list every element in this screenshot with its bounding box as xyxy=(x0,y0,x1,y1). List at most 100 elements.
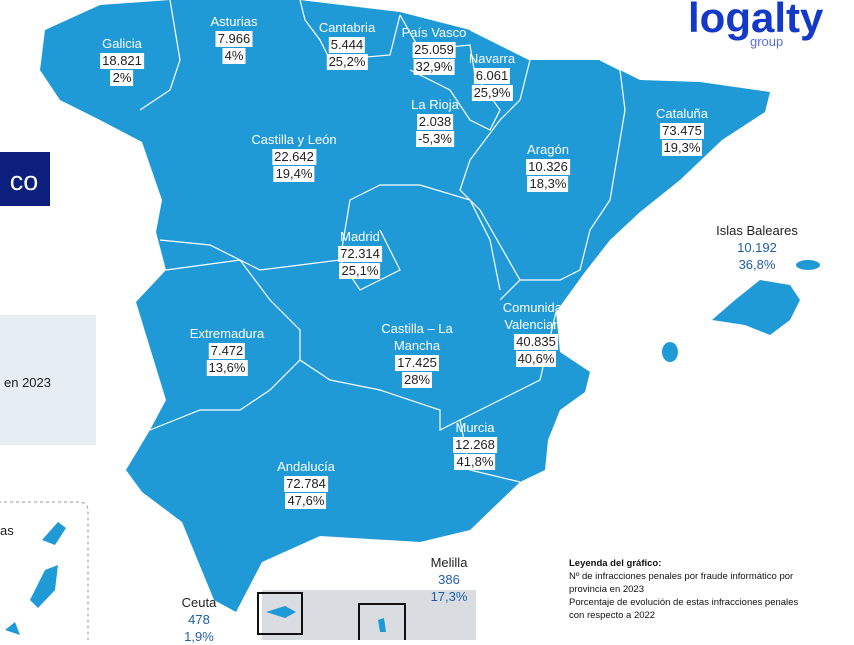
region-borders xyxy=(139,0,626,483)
region-label: Comunidad Valenciana 40.835 40,6% xyxy=(496,299,576,367)
region-label: Cantabria 5.444 25,2% xyxy=(319,19,375,70)
region-name: Comunidad Valenciana xyxy=(502,300,570,332)
region-name: Islas Baleares xyxy=(716,223,798,238)
region-name: País Vasco xyxy=(401,25,467,40)
legend-line: con respecto a 2022 xyxy=(569,610,656,621)
region-change: -5,3% xyxy=(416,131,454,147)
region-row: 10.192 xyxy=(716,239,798,256)
melilla-shape xyxy=(378,618,386,632)
region-infractions: 72.784 xyxy=(284,476,328,492)
region-change: 19,4% xyxy=(273,166,315,182)
region-label: País Vasco 25.059 32,9% xyxy=(401,24,467,75)
region-name: Murcia xyxy=(455,420,495,435)
region-label: La Rioja 2.038 -5,3% xyxy=(411,96,459,147)
ceuta-inset xyxy=(257,592,303,635)
canarias-inset xyxy=(0,501,89,640)
region-row: 25,2% xyxy=(319,53,375,70)
region-label: Islas Baleares 10.192 36,8% xyxy=(716,222,798,273)
region-row: 6.061 xyxy=(469,67,515,84)
title-fragment: co xyxy=(10,166,39,196)
side-panel xyxy=(0,315,96,445)
region-infractions: 17.425 xyxy=(395,355,439,371)
region-change: 40,6% xyxy=(515,351,557,367)
region-change: 17,3% xyxy=(430,589,468,604)
region-infractions: 22.642 xyxy=(272,149,316,165)
region-row: 1,9% xyxy=(182,628,217,645)
region-infractions: 7.966 xyxy=(215,31,253,47)
region-row: 7.472 xyxy=(190,342,264,359)
region-row: 19,3% xyxy=(656,139,708,156)
region-infractions: 10.326 xyxy=(526,159,570,175)
region-infractions: 25.059 xyxy=(412,42,456,58)
region-name: Castilla y León xyxy=(251,132,337,147)
region-row: 73.475 xyxy=(656,122,708,139)
region-row: 10.326 xyxy=(526,158,570,175)
region-row: 2% xyxy=(100,69,144,86)
region-row: 12.268 xyxy=(453,436,497,453)
region-row: 478 xyxy=(182,611,217,628)
region-infractions: 2.038 xyxy=(416,114,454,130)
region-change: 25,2% xyxy=(326,54,368,70)
region-change: 28% xyxy=(401,372,433,388)
region-row: 40,6% xyxy=(496,350,576,367)
region-name: Aragón xyxy=(527,142,569,157)
region-name: Cataluña xyxy=(655,106,709,121)
region-row: 25.059 xyxy=(402,41,467,58)
region-change: 18,3% xyxy=(527,176,569,192)
region-row: 2.038 xyxy=(411,113,459,130)
region-label: Melilla 386 17,3% xyxy=(431,554,468,605)
region-row: 13,6% xyxy=(190,359,264,376)
region-name: Madrid xyxy=(340,229,380,244)
region-row: 25,1% xyxy=(338,262,382,279)
region-change: 13,6% xyxy=(206,360,248,376)
melilla-inset xyxy=(358,603,406,640)
region-infractions: 386 xyxy=(438,572,460,587)
region-change: 19,3% xyxy=(661,140,703,156)
region-infractions: 5.444 xyxy=(328,37,366,53)
legend-line: Nº de infracciones penales por fraude in… xyxy=(569,571,794,582)
canary-island xyxy=(5,522,66,635)
region-label: Cataluña 73.475 19,3% xyxy=(656,105,708,156)
legend: Leyenda del gráfico: Nº de infracciones … xyxy=(569,557,798,622)
region-infractions: 7.472 xyxy=(208,343,246,359)
region-row: 72.784 xyxy=(277,475,335,492)
logo: logalty xyxy=(688,0,824,41)
region-change: 4% xyxy=(222,48,246,64)
legend-title: Leyenda del gráfico: xyxy=(569,558,662,569)
region-infractions: 40.835 xyxy=(514,334,558,350)
region-name: Galicia xyxy=(102,36,142,51)
region-row: 41,8% xyxy=(453,453,497,470)
region-change: 25,9% xyxy=(471,85,513,101)
region-change: 36,8% xyxy=(738,257,776,272)
region-label: Asturias 7.966 4% xyxy=(210,13,258,64)
legend-line: provincia en 2023 xyxy=(569,584,644,595)
region-row: 386 xyxy=(431,571,468,588)
region-change: 1,9% xyxy=(184,629,214,644)
region-row: 5.444 xyxy=(319,36,375,53)
region-name: Andalucía xyxy=(277,459,335,474)
logo-tagline: group xyxy=(750,34,783,49)
region-name: Ceuta xyxy=(181,595,217,610)
region-change: 25,1% xyxy=(339,263,381,279)
region-label: Castilla – La Mancha 17.425 28% xyxy=(377,320,457,388)
region-label: Galicia 18.821 2% xyxy=(100,35,144,86)
panel-text: en 2023 xyxy=(4,375,51,390)
region-name: Extremadura xyxy=(189,326,265,341)
region-row: 18,3% xyxy=(526,175,570,192)
region-row: 40.835 xyxy=(496,333,576,350)
region-label: Navarra 6.061 25,9% xyxy=(469,50,515,101)
region-change: 47,6% xyxy=(285,493,327,509)
region-row: 4% xyxy=(211,47,258,64)
region-name: Asturias xyxy=(210,14,258,29)
region-infractions: 73.475 xyxy=(660,123,704,139)
region-name: Navarra xyxy=(468,51,516,66)
region-row: 25,9% xyxy=(469,84,515,101)
region-label: Murcia 12.268 41,8% xyxy=(453,419,497,470)
region-name: Cantabria xyxy=(318,20,376,35)
region-row: 36,8% xyxy=(716,256,798,273)
region-row: 17,3% xyxy=(431,588,468,605)
region-name: Castilla – La Mancha xyxy=(381,321,453,353)
menorca xyxy=(796,260,820,270)
